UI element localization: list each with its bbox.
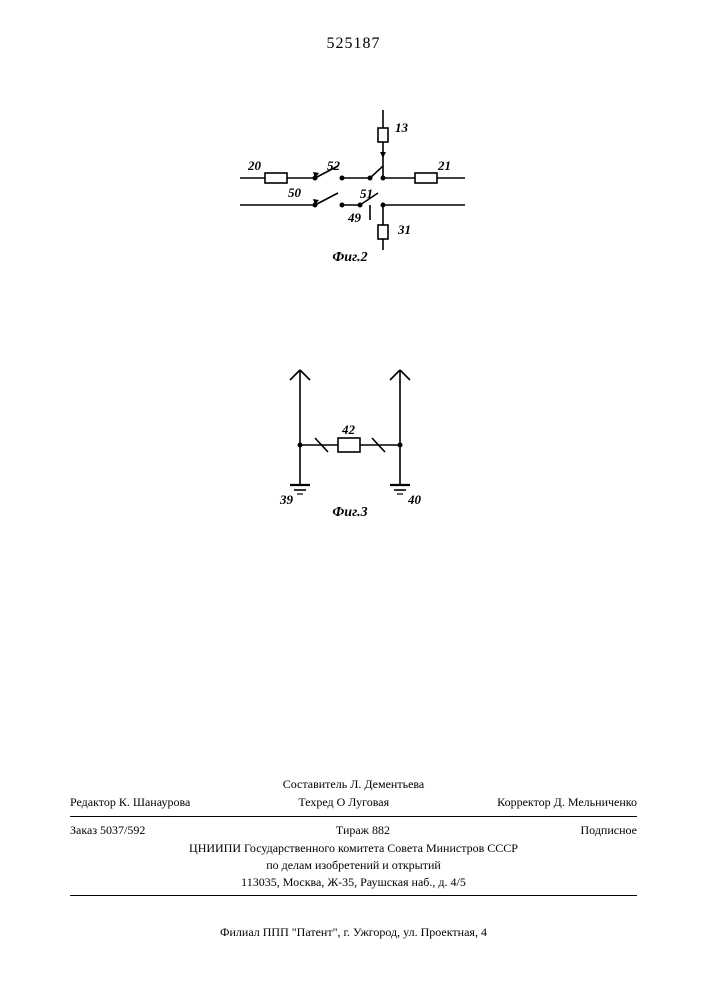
footer-techred: Техред О Луговая xyxy=(298,795,389,810)
footer-branch: Филиал ППП "Патент", г. Ужгород, ул. Про… xyxy=(70,925,637,940)
footer-block: Составитель Л. Дементьева Редактор К. Ша… xyxy=(70,776,637,900)
footer-corrector: Корректор Д. Мельниченко xyxy=(497,795,637,810)
footer-order-row: Заказ 5037/592 Тираж 882 Подписное xyxy=(70,821,637,840)
page-number: 525187 xyxy=(327,35,381,53)
label-49: 49 xyxy=(348,210,361,226)
label-21: 21 xyxy=(438,158,451,174)
footer-rule-1 xyxy=(70,816,637,817)
label-51: 51 xyxy=(360,186,373,202)
footer-org1: ЦНИИПИ Государственного комитета Совета … xyxy=(70,840,637,857)
fig3-caption: Фиг.3 xyxy=(250,505,450,521)
label-52: 52 xyxy=(327,158,340,174)
footer-podpisnoe: Подписное xyxy=(581,823,638,838)
footer-compiler: Составитель Л. Дементьева xyxy=(70,776,637,793)
footer-editor: Редактор К. Шанаурова xyxy=(70,795,190,810)
fig2-svg xyxy=(220,110,480,260)
figure-3: 42 39 40 Фиг.3 xyxy=(250,360,450,540)
fig2-caption: Фиг.2 xyxy=(220,250,480,266)
figure-2: 13 20 21 52 50 51 49 31 Фиг.2 xyxy=(220,110,480,280)
footer-rule-2 xyxy=(70,895,637,896)
label-31: 31 xyxy=(398,222,411,238)
footer-order: Заказ 5037/592 xyxy=(70,823,145,838)
footer-tirazh: Тираж 882 xyxy=(336,823,390,838)
footer-credits-row: Редактор К. Шанаурова Техред О Луговая К… xyxy=(70,793,637,812)
label-20: 20 xyxy=(248,158,261,174)
label-50: 50 xyxy=(288,185,301,201)
label-42: 42 xyxy=(342,422,355,438)
footer-address: 113035, Москва, Ж-35, Раушская наб., д. … xyxy=(70,874,637,891)
footer-org2: по делам изобретений и открытий xyxy=(70,857,637,874)
label-13: 13 xyxy=(395,120,408,136)
